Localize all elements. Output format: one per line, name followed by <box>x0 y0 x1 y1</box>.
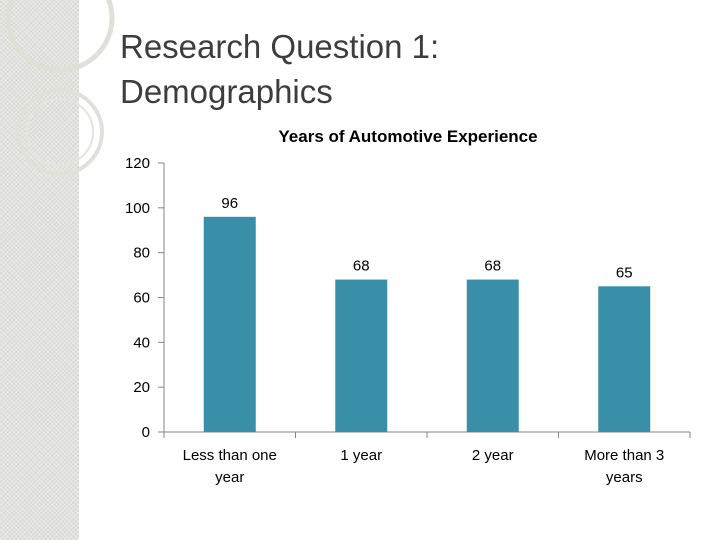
data-label: 68 <box>353 258 370 275</box>
y-tick-label: 40 <box>133 334 150 351</box>
data-label: 65 <box>616 264 633 281</box>
chart-title: Years of Automotive Experience <box>278 127 537 146</box>
y-tick-label: 0 <box>142 424 150 441</box>
y-tick-label: 20 <box>133 379 150 396</box>
slide-title: Research Question 1: Demographics <box>120 24 680 114</box>
y-tick-label: 80 <box>133 245 150 262</box>
x-tick-label: year <box>215 469 244 486</box>
y-tick-label: 120 <box>125 155 150 172</box>
slide-title-line-2: Demographics <box>120 73 333 110</box>
bar <box>203 216 256 432</box>
x-tick-label: years <box>606 469 643 486</box>
x-tick-label: 2 year <box>472 447 514 464</box>
x-tick-label: More than 3 <box>584 447 664 464</box>
y-tick-label: 100 <box>125 200 150 217</box>
x-tick-label: 1 year <box>340 447 382 464</box>
slide-title-line-1: Research Question 1: <box>120 28 440 65</box>
data-label: 68 <box>484 258 501 275</box>
bar <box>466 279 519 432</box>
x-tick-label: Less than one <box>183 447 277 464</box>
bar <box>598 286 651 432</box>
y-tick-label: 60 <box>133 290 150 307</box>
data-label: 96 <box>221 195 238 212</box>
bar <box>335 279 388 432</box>
